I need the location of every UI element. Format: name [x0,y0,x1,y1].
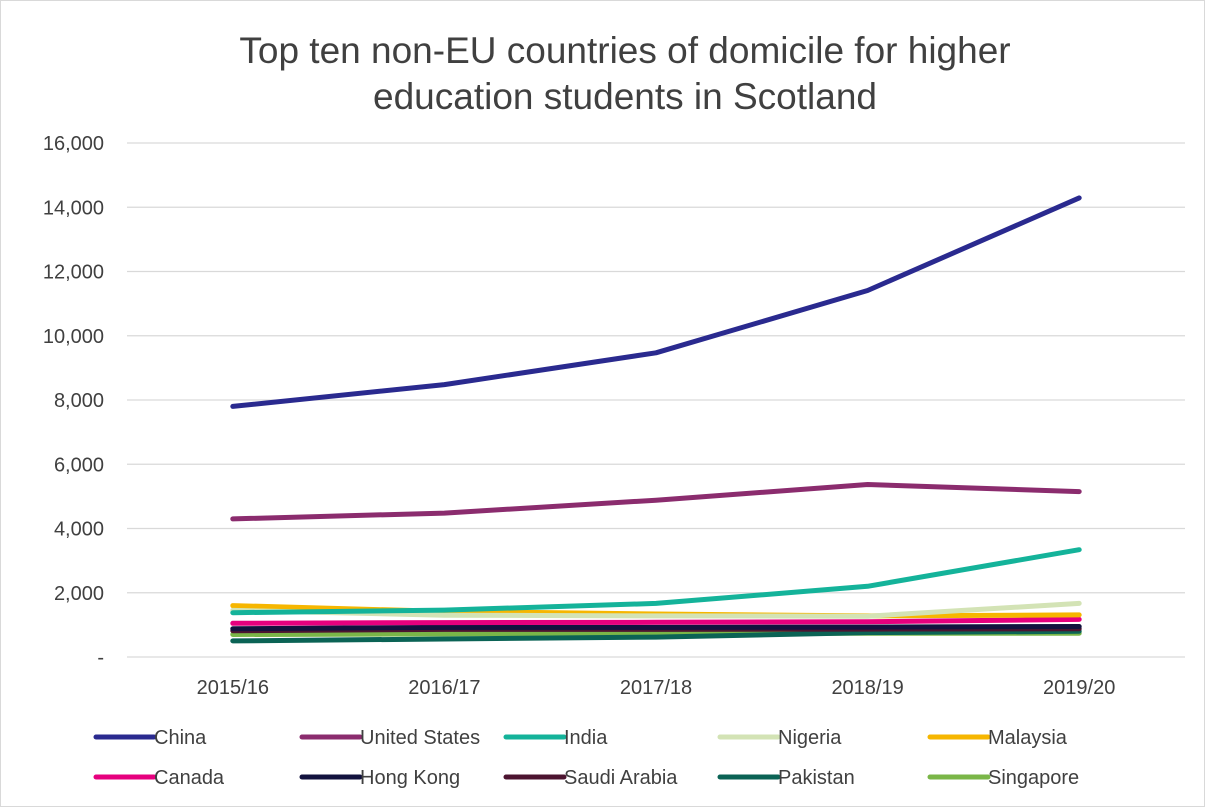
legend-item-malaysia: Malaysia [927,727,1068,749]
y-tick-label: 8,000 [54,390,104,412]
series-line-united-states [230,482,1082,522]
series-line-china [230,195,1082,409]
y-tick-label: 10,000 [43,326,104,348]
x-tick-label: 2017/18 [620,677,692,699]
legend-item-india: India [503,727,608,749]
chart-title-line-1: Top ten non-EU countries of domicile for… [239,30,1011,71]
y-tick-label: 14,000 [43,197,104,219]
legend-label: United States [360,727,480,749]
series-lines [230,195,1082,644]
y-tick-label: 2,000 [54,583,104,605]
y-axis: - 2,000 4,000 6,000 8,000 10,000 12,000 14,000 1… [43,133,104,669]
chart-title-line-2: education students in Scotland [373,76,877,117]
x-axis: 2015/16 2016/17 2017/18 2018/19 2019/20 [197,677,1116,699]
legend-item-singapore: Singapore [927,767,1079,789]
x-tick-label: 2019/20 [1043,677,1115,699]
x-tick-label: 2015/16 [197,677,269,699]
series-line-hong-kong [230,624,1082,632]
y-tick-label: 4,000 [54,519,104,541]
y-tick-label: 6,000 [54,454,104,476]
legend-label: Canada [154,767,225,789]
legend-item-saudi-arabia: Saudi Arabia [503,767,678,789]
x-tick-label: 2016/17 [408,677,480,699]
legend-label: Pakistan [778,767,855,789]
chart-title: Top ten non-EU countries of domicile for… [0,28,1205,120]
legend-item-hong-kong: Hong Kong [299,767,460,789]
series-line-india [230,547,1082,616]
legend-item-nigeria: Nigeria [717,727,842,749]
legend-item-united-states: United States [299,727,480,749]
legend-label: Nigeria [778,727,842,749]
legend-label: Saudi Arabia [564,767,678,789]
gridlines [127,142,1185,658]
y-tick-label: - [97,647,104,669]
legend-label: China [154,727,207,749]
legend-item-pakistan: Pakistan [717,767,855,789]
legend-label: Singapore [988,767,1079,789]
series-line-pakistan [230,628,1082,644]
legend-label: India [564,727,608,749]
legend: China United States India Nigeria Malaysia Ca… [93,727,1079,789]
y-tick-label: 12,000 [43,262,104,284]
x-tick-label: 2018/19 [831,677,903,699]
series-line-nigeria [230,600,1082,619]
legend-item-canada: Canada [93,767,225,789]
series-line-canada [230,616,1082,626]
y-tick-label: 16,000 [43,133,104,155]
legend-item-china: China [93,727,207,749]
legend-label: Hong Kong [360,767,460,789]
legend-label: Malaysia [988,727,1068,749]
